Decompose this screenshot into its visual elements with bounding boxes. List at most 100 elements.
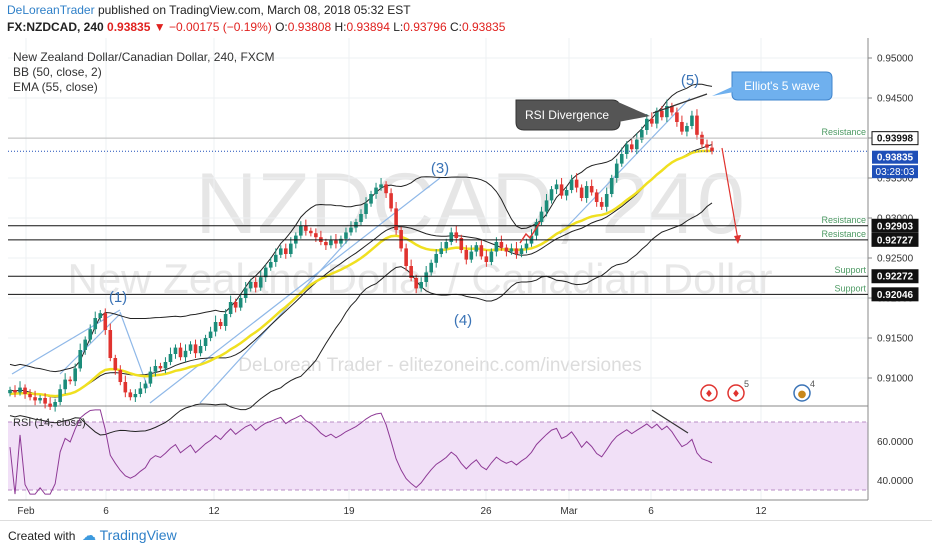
globe-event-icon[interactable] <box>793 384 811 402</box>
candle[interactable] <box>604 194 609 207</box>
candle[interactable] <box>243 288 248 298</box>
candle[interactable] <box>429 262 433 273</box>
candle[interactable] <box>559 184 564 196</box>
candle[interactable] <box>710 147 714 152</box>
candle[interactable] <box>193 344 198 354</box>
candle[interactable] <box>549 189 554 201</box>
candle[interactable] <box>634 139 639 150</box>
legend-ema[interactable]: EMA (55, close) <box>13 80 98 94</box>
candle[interactable] <box>83 339 88 350</box>
candle[interactable] <box>118 370 123 382</box>
candle[interactable] <box>133 394 138 398</box>
candle[interactable] <box>263 267 268 278</box>
candle[interactable] <box>680 122 684 132</box>
candle[interactable] <box>690 115 694 126</box>
candle[interactable] <box>554 184 559 190</box>
candle[interactable] <box>484 256 489 262</box>
candle[interactable] <box>73 368 77 382</box>
event-icons[interactable]: ♦ ♦ 5 ● 4 <box>700 379 815 402</box>
candle[interactable] <box>223 314 228 326</box>
candle[interactable] <box>148 371 153 384</box>
candle[interactable] <box>103 313 108 330</box>
candle[interactable] <box>324 242 328 246</box>
candle[interactable] <box>258 277 263 288</box>
candle[interactable] <box>645 118 649 130</box>
candle[interactable] <box>128 392 133 398</box>
candle[interactable] <box>399 230 403 249</box>
candle[interactable] <box>18 387 22 393</box>
flag-event-icon[interactable] <box>700 384 718 402</box>
candle[interactable] <box>494 242 499 252</box>
tradingview-logo[interactable]: ☁ TradingView <box>82 527 177 543</box>
candle[interactable] <box>419 282 423 289</box>
candle[interactable] <box>640 130 644 140</box>
candle[interactable] <box>173 347 178 354</box>
candle[interactable] <box>660 110 664 118</box>
candle[interactable] <box>354 222 358 228</box>
candle[interactable] <box>434 254 439 263</box>
candle[interactable] <box>629 144 634 150</box>
candle[interactable] <box>273 254 278 262</box>
candle[interactable] <box>23 387 27 394</box>
candle[interactable] <box>53 402 57 407</box>
candle[interactable] <box>309 230 313 234</box>
candle[interactable] <box>439 248 444 254</box>
candle[interactable] <box>655 110 659 124</box>
candle[interactable] <box>379 184 383 188</box>
candles[interactable] <box>8 99 714 412</box>
candle[interactable] <box>233 302 238 308</box>
candle[interactable] <box>213 322 218 332</box>
candle[interactable] <box>143 383 148 389</box>
candle[interactable] <box>68 379 72 382</box>
candle[interactable] <box>268 262 273 268</box>
candle[interactable] <box>599 202 604 207</box>
candle[interactable] <box>569 179 574 190</box>
candle[interactable] <box>404 248 408 266</box>
candle[interactable] <box>198 346 203 354</box>
candle[interactable] <box>519 248 524 254</box>
candle[interactable] <box>334 240 338 244</box>
candle[interactable] <box>464 250 469 260</box>
candle[interactable] <box>113 358 118 370</box>
candle[interactable] <box>349 227 353 233</box>
candle[interactable] <box>685 126 689 132</box>
candle[interactable] <box>58 389 62 402</box>
candle[interactable] <box>489 251 494 262</box>
candle[interactable] <box>253 282 258 288</box>
horizontal-levels[interactable]: Resistance Resistance Resistance Support Sup… <box>8 127 868 295</box>
candle[interactable] <box>444 242 449 249</box>
candle[interactable] <box>78 350 82 369</box>
candle[interactable] <box>218 322 223 326</box>
candle[interactable] <box>594 192 599 202</box>
candle[interactable] <box>188 344 193 351</box>
candle[interactable] <box>93 318 98 330</box>
time-axis[interactable]: Feb 6 12 19 26 Mar 6 12 <box>17 506 767 517</box>
candle[interactable] <box>675 112 679 122</box>
candle[interactable] <box>304 226 308 231</box>
rsi-legend[interactable]: RSI (14, close) <box>13 417 86 429</box>
candle[interactable] <box>609 178 614 194</box>
candle[interactable] <box>43 398 47 404</box>
candle[interactable] <box>123 382 128 393</box>
candle[interactable] <box>153 366 158 372</box>
author-name[interactable]: DeLoreanTrader <box>7 3 95 17</box>
candle[interactable] <box>394 208 398 230</box>
candle[interactable] <box>384 184 388 194</box>
candle[interactable] <box>665 106 669 118</box>
candle[interactable] <box>670 106 674 113</box>
legend-bb[interactable]: BB (50, close, 2) <box>13 65 102 79</box>
candle[interactable] <box>344 232 348 239</box>
candle[interactable] <box>574 179 579 188</box>
candle[interactable] <box>278 248 283 255</box>
candle[interactable] <box>514 248 519 254</box>
candle[interactable] <box>469 251 474 260</box>
candle[interactable] <box>409 266 413 278</box>
candle[interactable] <box>203 338 208 346</box>
candle[interactable] <box>289 243 293 254</box>
candle[interactable] <box>539 211 544 222</box>
candle[interactable] <box>424 272 428 282</box>
candle[interactable] <box>624 144 629 154</box>
candle[interactable] <box>314 233 318 238</box>
candle[interactable] <box>138 388 143 394</box>
candle[interactable] <box>369 194 373 204</box>
